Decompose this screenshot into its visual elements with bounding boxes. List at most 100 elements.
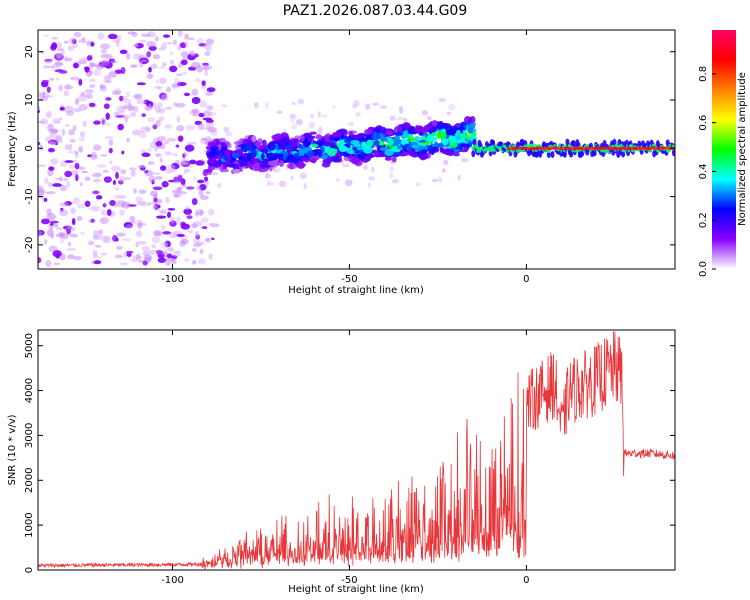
signal-blob (321, 162, 331, 168)
noise-blob (100, 85, 107, 92)
noise-blob (104, 136, 114, 140)
noise-blob (342, 164, 350, 168)
noise-blob (156, 215, 167, 219)
noise-blob (129, 215, 136, 223)
noise-blob (87, 220, 95, 223)
noise-blob (126, 224, 132, 229)
noise-blob (106, 209, 112, 217)
noise-blob (38, 164, 47, 167)
noise-blob (39, 189, 46, 195)
snr-frame (37, 329, 676, 571)
noise-blob (181, 184, 187, 188)
noise-blob (159, 157, 163, 163)
tone-halo (550, 150, 555, 158)
noise-blob (92, 250, 98, 258)
noise-blob (204, 89, 208, 93)
noise-blob (46, 213, 56, 221)
signal-blob (310, 143, 319, 148)
colorbar-tick-label: 0.4 (698, 163, 709, 179)
noise-blob (59, 107, 65, 111)
noise-blob (114, 254, 123, 259)
noise-blob (116, 232, 126, 237)
noise-blob (65, 110, 75, 117)
signal-blob (316, 149, 323, 156)
signal-blob (391, 156, 397, 163)
noise-blob (199, 100, 208, 109)
noise-blob (102, 170, 109, 173)
noise-blob (176, 216, 181, 223)
noise-blob (152, 205, 158, 209)
noise-blob (201, 226, 208, 230)
noise-blob (197, 258, 206, 265)
noise-blob (321, 114, 328, 118)
signal-blob (418, 155, 428, 159)
signal-blob (380, 136, 387, 142)
noise-blob (148, 161, 155, 165)
noise-blob (188, 50, 195, 56)
signal-blob (366, 139, 374, 148)
noise-blob (175, 159, 180, 164)
signal-blob (229, 157, 236, 163)
snr-x-label: Height of straight line (km) (288, 584, 424, 595)
noise-blob (168, 232, 178, 239)
noise-blob (112, 180, 117, 185)
spectrogram-x-axis: -100 -50 0 (161, 30, 530, 285)
signal-blob (289, 154, 294, 160)
noise-blob (276, 110, 283, 114)
noise-blob (38, 229, 42, 237)
noise-blob (84, 88, 94, 94)
noise-blob (132, 42, 139, 48)
noise-blob (184, 144, 195, 152)
noise-blob (179, 239, 186, 247)
signal-blob (256, 154, 260, 158)
signal-blob (321, 154, 328, 160)
signal-blob (462, 134, 468, 139)
noise-blob (48, 224, 54, 231)
noise-blob (153, 197, 158, 203)
noise-blob (64, 124, 70, 127)
noise-blob (41, 79, 50, 83)
signal-blob (384, 149, 394, 156)
noise-blob (176, 233, 185, 237)
signal-blob (261, 139, 267, 147)
noise-blob (47, 230, 51, 237)
noise-blob (115, 39, 120, 47)
spectrogram-x-label: Height of straight line (km) (288, 285, 424, 296)
noise-blob (72, 197, 80, 205)
noise-blob (108, 71, 118, 78)
noise-blob (159, 209, 167, 215)
signal-blob (279, 141, 287, 149)
snr-y-label: SNR (10 * v/v) (7, 414, 18, 485)
signal-blob (251, 135, 257, 143)
noise-blob (176, 187, 183, 190)
noise-blob (172, 39, 178, 46)
noise-blob (192, 112, 198, 117)
noise-blob (101, 59, 110, 67)
noise-blob (155, 153, 162, 158)
noise-blob (59, 184, 68, 192)
noise-blob (132, 94, 141, 98)
noise-blob (156, 146, 166, 149)
chart-title: PAZ1.2026.087.03.44.G09 (283, 3, 468, 19)
noise-blob (109, 160, 113, 164)
spectrogram-y-tick-label: 10 (24, 94, 35, 107)
signal-blob (432, 119, 438, 127)
noise-blob (130, 170, 136, 177)
snr-series-line (38, 331, 675, 570)
noise-blob (461, 157, 469, 163)
noise-blob (93, 260, 102, 265)
noise-blob (344, 179, 353, 187)
noise-blob (143, 254, 153, 261)
noise-blob (47, 147, 56, 153)
noise-blob (303, 183, 307, 190)
noise-blob (79, 131, 86, 138)
noise-blob (308, 121, 315, 129)
noise-blob (76, 216, 83, 221)
noise-blob (206, 128, 211, 133)
noise-blob (45, 95, 54, 98)
noise-blob (127, 31, 135, 35)
signal-blob (384, 156, 392, 161)
noise-blob (142, 260, 148, 266)
noise-blob (205, 91, 214, 96)
noise-blob (120, 169, 127, 174)
